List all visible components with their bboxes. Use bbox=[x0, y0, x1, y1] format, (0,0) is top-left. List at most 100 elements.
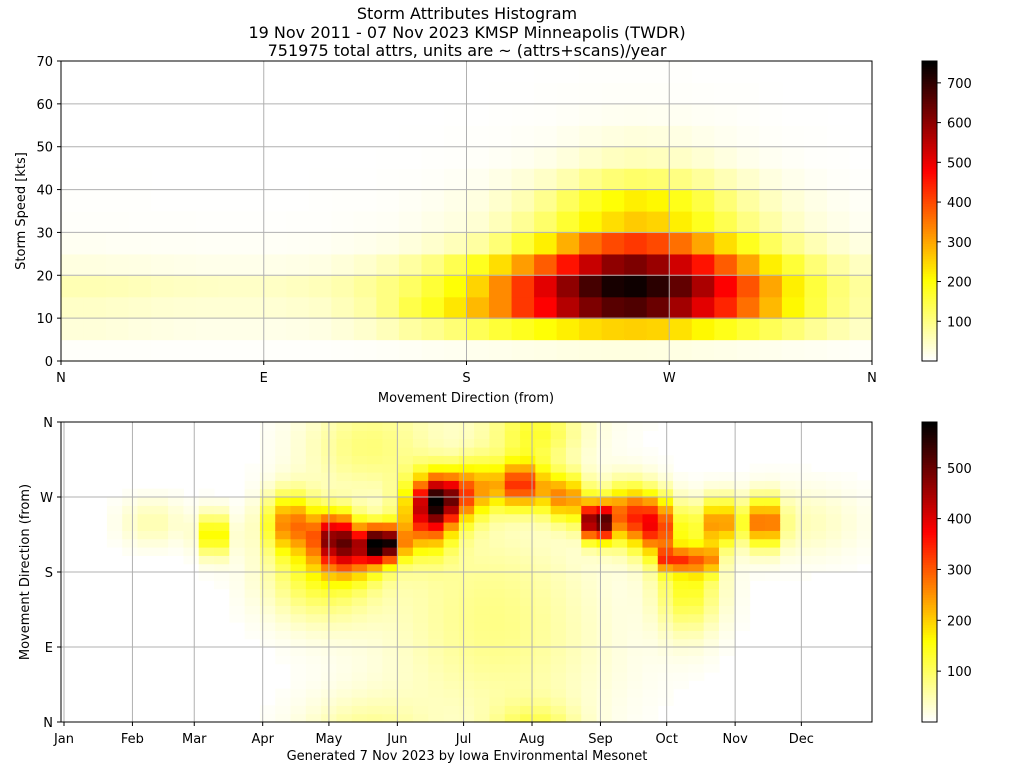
colorbar-segment bbox=[922, 547, 937, 551]
heatmap-cell bbox=[275, 647, 292, 656]
heatmap-cell bbox=[749, 563, 766, 573]
colorbar-segment bbox=[922, 281, 937, 285]
heatmap-cell bbox=[856, 530, 873, 540]
heatmap-cell bbox=[734, 563, 751, 573]
heatmap-cell bbox=[229, 613, 246, 623]
heatmap-cell bbox=[412, 638, 429, 648]
heatmap-cell bbox=[259, 455, 276, 465]
heatmap-cell bbox=[290, 713, 307, 723]
heatmap-cell bbox=[642, 580, 659, 590]
heatmap-cell bbox=[290, 572, 307, 581]
heatmap-cell bbox=[736, 61, 760, 84]
colorbar-tick-label: 600 bbox=[947, 117, 972, 132]
heatmap-cell bbox=[466, 232, 490, 255]
heatmap-cell bbox=[550, 572, 567, 581]
heatmap-cell bbox=[428, 447, 445, 456]
heatmap-cell bbox=[504, 613, 521, 623]
heatmap-cell bbox=[642, 488, 659, 498]
heatmap-cell bbox=[466, 275, 490, 298]
heatmap-cell bbox=[152, 538, 169, 548]
heatmap-cell bbox=[305, 505, 322, 515]
heatmap-cell bbox=[764, 530, 781, 540]
colorbar-segment bbox=[922, 276, 937, 280]
heatmap-cell bbox=[353, 339, 377, 362]
heatmap-cell bbox=[305, 622, 322, 631]
colorbar-segment bbox=[922, 153, 937, 157]
heatmap-cell bbox=[443, 497, 460, 506]
colorbar-segment bbox=[922, 694, 937, 698]
heatmap-cell bbox=[458, 713, 475, 723]
heatmap-cell bbox=[627, 697, 644, 706]
heatmap-cell bbox=[443, 547, 460, 556]
heatmap-cell bbox=[466, 253, 490, 276]
heatmap-cell bbox=[308, 339, 332, 362]
colorbar-segment bbox=[922, 669, 937, 673]
heatmap-cell bbox=[428, 563, 445, 573]
colorbar-tick-label: 400 bbox=[947, 196, 972, 211]
heatmap-cell bbox=[412, 530, 429, 540]
colorbar-segment bbox=[922, 343, 937, 347]
heatmap-cell bbox=[734, 605, 751, 615]
heatmap-cell bbox=[703, 538, 720, 548]
heatmap-cell bbox=[214, 547, 230, 556]
heatmap-cell bbox=[489, 597, 506, 606]
heatmap-cell bbox=[691, 61, 715, 84]
heatmap-cell bbox=[244, 563, 261, 573]
heatmap-cell bbox=[596, 472, 613, 481]
heatmap-cell bbox=[305, 422, 322, 431]
heatmap-cell bbox=[106, 211, 130, 234]
heatmap-cell bbox=[474, 522, 491, 531]
heatmap-cell bbox=[520, 697, 536, 706]
colorbar-segment bbox=[922, 248, 937, 252]
heatmap-cell bbox=[353, 318, 377, 341]
heatmap-cell bbox=[474, 605, 491, 615]
heatmap-cell bbox=[657, 630, 674, 640]
heatmap-cell bbox=[764, 505, 781, 515]
heatmap-cell bbox=[688, 630, 705, 640]
heatmap-cell bbox=[534, 61, 558, 84]
heatmap-cell bbox=[642, 647, 659, 656]
heatmap-cell bbox=[305, 580, 322, 590]
heatmap-cell bbox=[826, 296, 851, 319]
heatmap-cell bbox=[382, 572, 399, 581]
heatmap-cell bbox=[367, 572, 383, 581]
heatmap-cell bbox=[657, 680, 674, 690]
heatmap-cell bbox=[642, 463, 659, 473]
heatmap-cell bbox=[565, 713, 582, 723]
heatmap-cell bbox=[489, 430, 506, 440]
heatmap-cell bbox=[412, 622, 429, 631]
heatmap-cell bbox=[259, 480, 276, 490]
heatmap-cell bbox=[611, 580, 628, 590]
colorbar-segment bbox=[922, 622, 937, 626]
heatmap-cell bbox=[688, 613, 705, 623]
heatmap-cell bbox=[718, 613, 735, 623]
heatmap-cell bbox=[550, 663, 567, 673]
heatmap-cell bbox=[535, 522, 552, 531]
heatmap-cell bbox=[669, 61, 693, 84]
colorbar-segment bbox=[922, 519, 937, 523]
heatmap-cell bbox=[642, 613, 659, 623]
colorbar-segment bbox=[922, 442, 937, 446]
x-tick-label: Feb bbox=[121, 732, 144, 747]
heatmap-cell bbox=[428, 605, 445, 615]
heatmap-cell bbox=[458, 580, 475, 590]
heatmap-cell bbox=[535, 647, 552, 656]
heatmap-cell bbox=[244, 513, 261, 523]
heatmap-cell bbox=[474, 547, 491, 556]
heatmap-cell bbox=[810, 530, 827, 540]
heatmap-cell bbox=[397, 663, 414, 673]
heatmap-cell bbox=[535, 663, 552, 673]
colorbar-segment bbox=[922, 567, 937, 571]
colorbar-segment bbox=[922, 462, 937, 466]
heatmap-cell bbox=[596, 672, 613, 681]
heatmap-cell bbox=[241, 318, 265, 341]
heatmap-cell bbox=[106, 253, 130, 276]
heatmap-cell bbox=[183, 505, 200, 515]
heatmap-cell bbox=[83, 211, 107, 234]
heatmap-cell bbox=[565, 430, 582, 440]
heatmap-cell bbox=[259, 463, 276, 473]
heatmap-cell bbox=[397, 580, 414, 590]
heatmap-cell bbox=[241, 275, 265, 298]
heatmap-cell bbox=[351, 663, 368, 673]
